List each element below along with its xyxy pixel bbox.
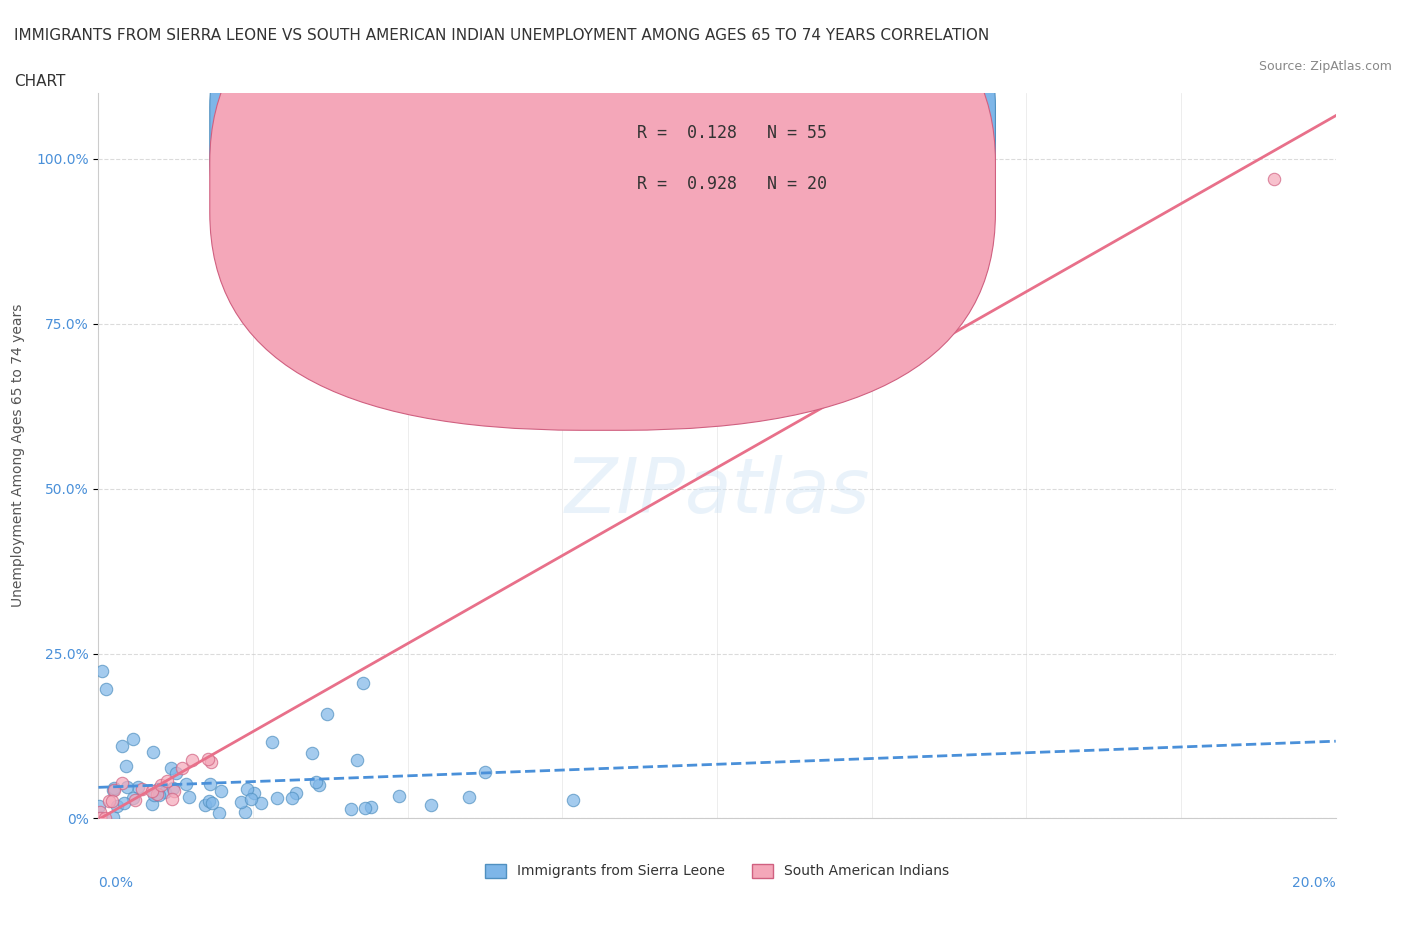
Point [127,779,149,794]
Point [420,798,443,813]
Point [146,781,169,796]
Point [315,707,337,722]
Point [155,784,177,799]
Point [239,792,262,807]
Point [197,751,219,766]
Point [165,765,187,780]
Point [177,790,200,804]
Point [150,777,173,792]
Point [266,790,288,805]
Point [111,776,134,790]
Point [131,781,153,796]
Point [1263,171,1285,186]
Point [198,794,221,809]
Text: ZIPatlas: ZIPatlas [564,455,870,529]
Point [103,782,125,797]
Point [305,775,328,790]
Point [101,782,124,797]
Point [148,788,170,803]
Point [457,790,479,804]
Point [98,793,121,808]
Point [250,795,273,810]
Point [121,731,143,746]
Text: 0.0%: 0.0% [98,876,134,890]
Point [260,735,283,750]
Point [200,755,222,770]
Point [181,752,204,767]
FancyBboxPatch shape [557,114,952,231]
Point [94,681,117,696]
Point [115,759,138,774]
Point [194,798,217,813]
Text: CHART: CHART [14,74,66,89]
Point [198,777,221,791]
Point [159,760,181,775]
Point [208,805,231,820]
Point [561,792,583,807]
Text: 20.0%: 20.0% [1292,876,1336,890]
Point [121,790,143,805]
Point [285,786,308,801]
Text: Source: ZipAtlas.com: Source: ZipAtlas.com [1258,60,1392,73]
Point [346,752,368,767]
Point [156,774,179,789]
Point [101,809,124,824]
Point [176,777,198,791]
Point [93,811,115,826]
Point [112,795,135,810]
Text: IMMIGRANTS FROM SIERRA LEONE VS SOUTH AMERICAN INDIAN UNEMPLOYMENT AMONG AGES 65: IMMIGRANTS FROM SIERRA LEONE VS SOUTH AM… [14,28,990,43]
Point [353,801,375,816]
Point [281,790,304,805]
Point [124,793,146,808]
Point [474,764,496,779]
Y-axis label: Unemployment Among Ages 65 to 74 years: Unemployment Among Ages 65 to 74 years [11,304,25,607]
Point [352,675,374,690]
Point [172,760,194,775]
FancyBboxPatch shape [209,0,995,431]
Point [145,786,167,801]
Point [162,780,184,795]
Point [360,800,382,815]
Point [162,792,184,807]
Point [141,796,163,811]
Point [201,795,224,810]
Point [301,745,323,760]
Point [115,780,138,795]
Point [89,804,111,819]
Point [308,778,330,793]
Point [340,802,363,817]
Point [229,794,252,809]
Point [163,783,186,798]
Legend: Immigrants from Sierra Leone, South American Indians: Immigrants from Sierra Leone, South Amer… [479,858,955,884]
Point [233,804,256,819]
Text: R =  0.928   N = 20: R = 0.928 N = 20 [637,175,827,193]
Point [242,785,264,800]
Point [388,789,411,804]
Point [87,799,110,814]
Point [89,811,111,826]
Point [142,788,165,803]
Point [209,784,232,799]
Point [101,794,124,809]
Point [111,739,134,754]
Point [141,784,163,799]
FancyBboxPatch shape [209,0,995,376]
Text: R =  0.128   N = 55: R = 0.128 N = 55 [637,124,827,142]
Point [103,781,125,796]
Point [105,799,128,814]
Point [142,745,165,760]
Point [90,663,112,678]
Point [236,782,259,797]
